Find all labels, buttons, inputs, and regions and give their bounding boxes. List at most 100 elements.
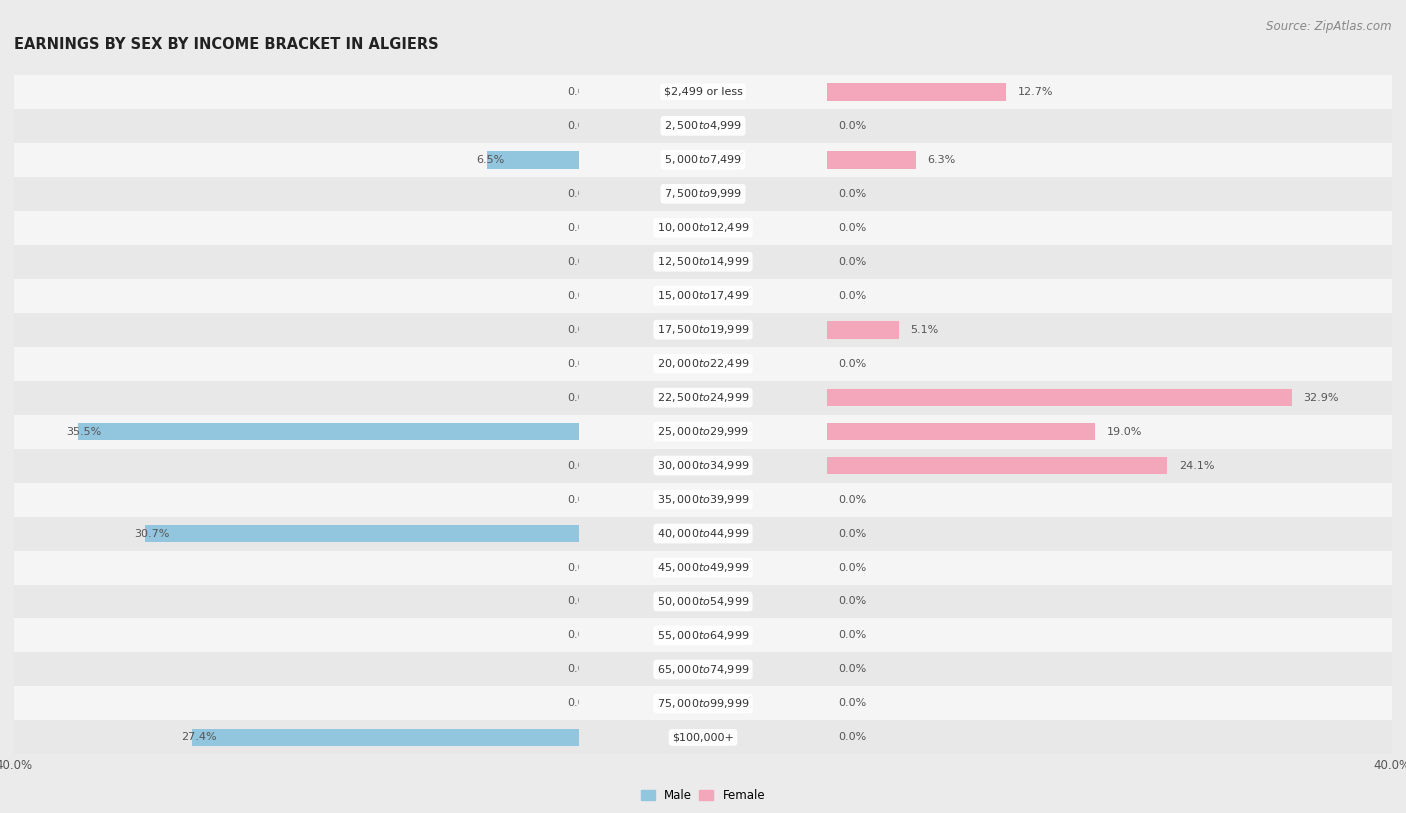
Bar xyxy=(0,415,1406,449)
Text: 0.0%: 0.0% xyxy=(568,494,596,505)
Text: 0.0%: 0.0% xyxy=(838,291,866,301)
Bar xyxy=(0,653,1406,686)
Text: 0.0%: 0.0% xyxy=(838,698,866,708)
Text: 0.0%: 0.0% xyxy=(568,121,596,131)
Text: $45,000 to $49,999: $45,000 to $49,999 xyxy=(657,561,749,574)
Text: $22,500 to $24,999: $22,500 to $24,999 xyxy=(657,391,749,404)
Text: 0.0%: 0.0% xyxy=(568,87,596,97)
Bar xyxy=(0,585,1406,619)
Bar xyxy=(0,585,1406,619)
Text: $30,000 to $34,999: $30,000 to $34,999 xyxy=(657,459,749,472)
Text: $7,500 to $9,999: $7,500 to $9,999 xyxy=(664,187,742,200)
Bar xyxy=(77,423,579,441)
Bar xyxy=(0,143,1406,176)
Bar xyxy=(0,75,1406,109)
Bar xyxy=(0,176,1406,211)
Bar xyxy=(0,483,1406,516)
Text: 0.0%: 0.0% xyxy=(568,664,596,675)
Bar xyxy=(0,380,1406,415)
Bar xyxy=(0,211,1406,245)
Bar xyxy=(0,550,1406,585)
Text: 6.5%: 6.5% xyxy=(475,154,505,165)
Bar xyxy=(193,728,579,746)
Bar xyxy=(0,143,1406,176)
Bar xyxy=(827,423,1095,441)
Text: $35,000 to $39,999: $35,000 to $39,999 xyxy=(657,493,749,506)
Bar xyxy=(0,313,1406,346)
Text: Source: ZipAtlas.com: Source: ZipAtlas.com xyxy=(1267,20,1392,33)
Text: EARNINGS BY SEX BY INCOME BRACKET IN ALGIERS: EARNINGS BY SEX BY INCOME BRACKET IN ALG… xyxy=(14,37,439,51)
Text: 0.0%: 0.0% xyxy=(838,494,866,505)
Bar xyxy=(0,380,1406,415)
Text: $15,000 to $17,499: $15,000 to $17,499 xyxy=(657,289,749,302)
Text: 0.0%: 0.0% xyxy=(568,563,596,572)
Text: $75,000 to $99,999: $75,000 to $99,999 xyxy=(657,697,749,710)
Text: $5,000 to $7,499: $5,000 to $7,499 xyxy=(664,154,742,167)
Bar xyxy=(0,550,1406,585)
Text: 27.4%: 27.4% xyxy=(181,733,217,742)
Text: $2,499 or less: $2,499 or less xyxy=(664,87,742,97)
Text: $17,500 to $19,999: $17,500 to $19,999 xyxy=(657,324,749,337)
Bar xyxy=(0,109,1406,143)
Bar xyxy=(827,389,1292,406)
Bar xyxy=(488,151,579,168)
Bar xyxy=(0,346,1406,380)
Bar xyxy=(0,211,1406,245)
Text: 0.0%: 0.0% xyxy=(568,359,596,368)
Bar xyxy=(0,550,1406,585)
Bar xyxy=(0,279,1406,313)
Bar xyxy=(0,109,1406,143)
Text: 0.0%: 0.0% xyxy=(838,597,866,606)
Text: $40,000 to $44,999: $40,000 to $44,999 xyxy=(657,527,749,540)
Text: $10,000 to $12,499: $10,000 to $12,499 xyxy=(657,221,749,234)
Text: 0.0%: 0.0% xyxy=(838,664,866,675)
Text: 0.0%: 0.0% xyxy=(568,698,596,708)
Bar xyxy=(0,686,1406,720)
Bar xyxy=(0,516,1406,550)
Bar xyxy=(0,516,1406,550)
Bar xyxy=(0,653,1406,686)
Bar xyxy=(827,151,915,168)
Legend: Male, Female: Male, Female xyxy=(636,785,770,807)
Bar xyxy=(0,483,1406,516)
Bar xyxy=(0,619,1406,653)
Text: $55,000 to $64,999: $55,000 to $64,999 xyxy=(657,629,749,642)
Text: 0.0%: 0.0% xyxy=(568,223,596,233)
Text: 0.0%: 0.0% xyxy=(838,189,866,199)
Bar xyxy=(0,279,1406,313)
Text: $12,500 to $14,999: $12,500 to $14,999 xyxy=(657,255,749,268)
Bar xyxy=(0,176,1406,211)
Text: 0.0%: 0.0% xyxy=(838,257,866,267)
Bar xyxy=(0,449,1406,483)
Text: 0.0%: 0.0% xyxy=(568,393,596,402)
Bar xyxy=(0,211,1406,245)
Text: 0.0%: 0.0% xyxy=(838,563,866,572)
Bar xyxy=(0,313,1406,346)
Text: $2,500 to $4,999: $2,500 to $4,999 xyxy=(664,120,742,133)
Bar xyxy=(0,619,1406,653)
Bar xyxy=(0,245,1406,279)
Text: 24.1%: 24.1% xyxy=(1178,461,1215,471)
Bar xyxy=(0,346,1406,380)
Bar xyxy=(0,415,1406,449)
Bar xyxy=(827,457,1167,475)
Bar xyxy=(0,176,1406,211)
Bar xyxy=(0,415,1406,449)
Text: 35.5%: 35.5% xyxy=(66,427,101,437)
Text: 19.0%: 19.0% xyxy=(1107,427,1142,437)
Bar xyxy=(0,619,1406,653)
Text: 5.1%: 5.1% xyxy=(910,324,939,335)
Text: 6.3%: 6.3% xyxy=(928,154,956,165)
Bar xyxy=(0,380,1406,415)
Text: 0.0%: 0.0% xyxy=(568,461,596,471)
Text: $50,000 to $54,999: $50,000 to $54,999 xyxy=(657,595,749,608)
Text: $65,000 to $74,999: $65,000 to $74,999 xyxy=(657,663,749,676)
Bar xyxy=(0,245,1406,279)
Bar xyxy=(0,686,1406,720)
Text: 0.0%: 0.0% xyxy=(568,597,596,606)
Bar xyxy=(0,483,1406,516)
Text: 0.0%: 0.0% xyxy=(568,324,596,335)
Text: 0.0%: 0.0% xyxy=(838,121,866,131)
Bar xyxy=(0,720,1406,754)
Bar xyxy=(0,109,1406,143)
